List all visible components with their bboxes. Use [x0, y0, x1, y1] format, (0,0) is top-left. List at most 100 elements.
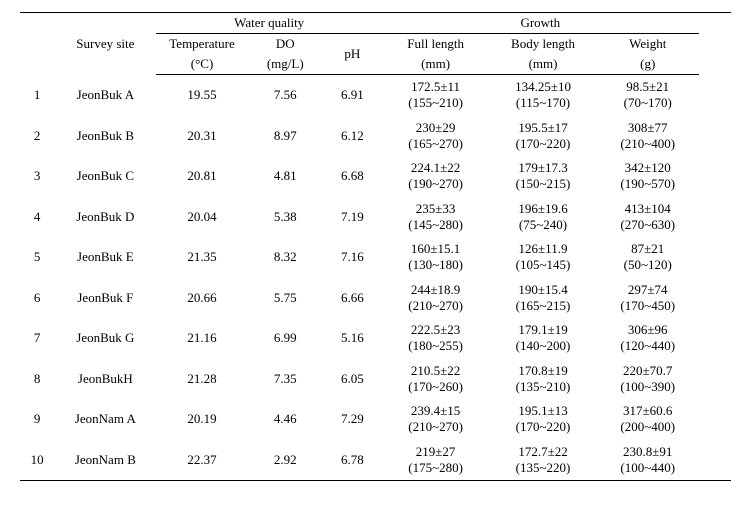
table-row: 10JeonNam B22.372.926.78219±27(175~280)1…	[20, 440, 731, 481]
cell-ph: 6.66	[323, 278, 382, 319]
header-temperature-unit: (°C)	[156, 54, 247, 75]
cell-temperature: 21.28	[156, 359, 247, 400]
cell-site: JeonBuk A	[54, 75, 156, 116]
cell-pad	[699, 399, 731, 440]
cell-site: JeonBuk B	[54, 116, 156, 157]
cell-full-length: 219±27(175~280)	[382, 440, 489, 481]
header-weight-unit: (g)	[597, 54, 699, 75]
header-temperature: Temperature	[156, 34, 247, 55]
cell-temperature: 20.66	[156, 278, 247, 319]
cell-pad	[699, 116, 731, 157]
cell-full-length: 224.1±22(190~270)	[382, 156, 489, 197]
cell-pad	[699, 75, 731, 116]
cell-temperature: 20.19	[156, 399, 247, 440]
cell-site: JeonBuk D	[54, 197, 156, 238]
cell-ph: 7.29	[323, 399, 382, 440]
cell-ph: 7.16	[323, 237, 382, 278]
cell-body-length: 170.8±19(135~210)	[489, 359, 596, 400]
cell-ph: 5.16	[323, 318, 382, 359]
header-do-unit: (mg/L)	[248, 54, 323, 75]
cell-weight: 297±74(170~450)	[597, 278, 699, 319]
header-survey-site: Survey site	[54, 13, 156, 75]
cell-pad	[699, 440, 731, 481]
cell-full-length: 239.4±15(210~270)	[382, 399, 489, 440]
cell-weight: 342±120(190~570)	[597, 156, 699, 197]
cell-full-length: 244±18.9(210~270)	[382, 278, 489, 319]
cell-weight: 413±104(270~630)	[597, 197, 699, 238]
cell-site: JeonNam A	[54, 399, 156, 440]
cell-site: JeonBukH	[54, 359, 156, 400]
cell-weight: 230.8±91(100~440)	[597, 440, 699, 481]
cell-do: 4.81	[248, 156, 323, 197]
cell-temperature: 21.35	[156, 237, 247, 278]
cell-pad	[699, 278, 731, 319]
cell-body-length: 179±17.3(150~215)	[489, 156, 596, 197]
cell-weight: 306±96(120~440)	[597, 318, 699, 359]
header-do: DO	[248, 34, 323, 55]
cell-pad	[699, 197, 731, 238]
cell-full-length: 235±33(145~280)	[382, 197, 489, 238]
table-row: 1JeonBuk A19.557.566.91172.5±11(155~210)…	[20, 75, 731, 116]
header-group-water-quality: Water quality	[156, 13, 382, 34]
cell-temperature: 20.31	[156, 116, 247, 157]
cell-index: 3	[20, 156, 54, 197]
cell-full-length: 210.5±22(170~260)	[382, 359, 489, 400]
cell-full-length: 172.5±11(155~210)	[382, 75, 489, 116]
cell-weight: 317±60.6(200~400)	[597, 399, 699, 440]
cell-weight: 308±77(210~400)	[597, 116, 699, 157]
cell-ph: 6.78	[323, 440, 382, 481]
header-body-length: Body length	[489, 34, 596, 55]
cell-temperature: 22.37	[156, 440, 247, 481]
table-row: 2JeonBuk B20.318.976.12230±29(165~270)19…	[20, 116, 731, 157]
cell-full-length: 222.5±23(180~255)	[382, 318, 489, 359]
cell-temperature: 20.81	[156, 156, 247, 197]
data-table: Survey site Water quality Growth Tempera…	[20, 12, 731, 481]
cell-temperature: 21.16	[156, 318, 247, 359]
cell-do: 5.38	[248, 197, 323, 238]
cell-do: 8.32	[248, 237, 323, 278]
cell-do: 4.46	[248, 399, 323, 440]
cell-index: 7	[20, 318, 54, 359]
table-row: 4JeonBuk D20.045.387.19235±33(145~280)19…	[20, 197, 731, 238]
cell-body-length: 126±11.9(105~145)	[489, 237, 596, 278]
cell-full-length: 160±15.1(130~180)	[382, 237, 489, 278]
header-group-growth: Growth	[382, 13, 699, 34]
cell-ph: 6.05	[323, 359, 382, 400]
cell-index: 10	[20, 440, 54, 481]
cell-temperature: 20.04	[156, 197, 247, 238]
cell-site: JeonBuk C	[54, 156, 156, 197]
cell-pad	[699, 359, 731, 400]
cell-site: JeonBuk F	[54, 278, 156, 319]
table-row: 7JeonBuk G21.166.995.16222.5±23(180~255)…	[20, 318, 731, 359]
cell-index: 2	[20, 116, 54, 157]
cell-index: 9	[20, 399, 54, 440]
cell-ph: 6.91	[323, 75, 382, 116]
cell-site: JeonNam B	[54, 440, 156, 481]
table-row: 9JeonNam A20.194.467.29239.4±15(210~270)…	[20, 399, 731, 440]
cell-ph: 6.68	[323, 156, 382, 197]
cell-do: 7.56	[248, 75, 323, 116]
header-pad	[699, 13, 731, 75]
cell-ph: 7.19	[323, 197, 382, 238]
cell-body-length: 190±15.4(165~215)	[489, 278, 596, 319]
cell-index: 6	[20, 278, 54, 319]
cell-pad	[699, 237, 731, 278]
header-ph: pH	[323, 34, 382, 75]
header-full-length: Full length	[382, 34, 489, 55]
cell-full-length: 230±29(165~270)	[382, 116, 489, 157]
cell-do: 6.99	[248, 318, 323, 359]
cell-do: 7.35	[248, 359, 323, 400]
cell-body-length: 195.1±13(170~220)	[489, 399, 596, 440]
cell-site: JeonBuk G	[54, 318, 156, 359]
cell-weight: 87±21(50~120)	[597, 237, 699, 278]
header-blank-idx	[20, 13, 54, 75]
header-body-length-unit: (mm)	[489, 54, 596, 75]
cell-pad	[699, 156, 731, 197]
cell-pad	[699, 318, 731, 359]
cell-do: 5.75	[248, 278, 323, 319]
cell-index: 8	[20, 359, 54, 400]
cell-index: 5	[20, 237, 54, 278]
table-row: 5JeonBuk E21.358.327.16160±15.1(130~180)…	[20, 237, 731, 278]
cell-weight: 220±70.7(100~390)	[597, 359, 699, 400]
cell-body-length: 172.7±22(135~220)	[489, 440, 596, 481]
